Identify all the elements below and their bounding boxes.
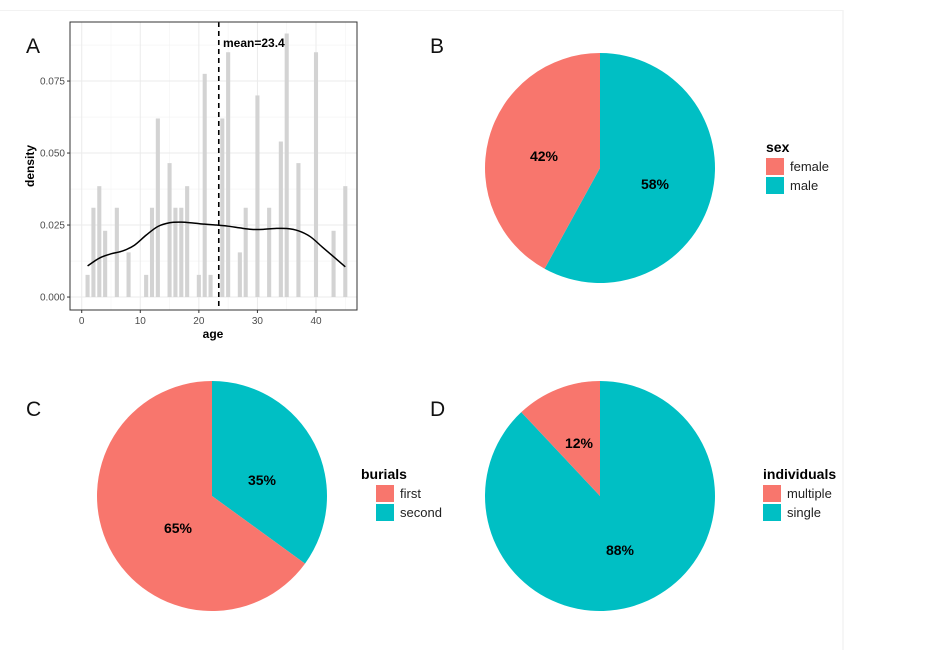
x-tick-label: 30: [252, 316, 264, 327]
y-axis-ticks: 0.000 0.025 0.050 0.075: [40, 77, 70, 304]
histogram-bar: [313, 52, 319, 298]
histogram-bar: [255, 95, 260, 298]
slice-label-multiple: 12%: [565, 435, 594, 451]
pie-slice-first: [96, 381, 306, 611]
x-tick-label: 10: [135, 316, 147, 327]
histogram-bar: [91, 207, 96, 298]
histogram-bar: [97, 186, 102, 298]
x-tick-label: 40: [310, 316, 322, 327]
y-tick-label: 0.025: [40, 221, 65, 232]
histogram-bar: [196, 274, 201, 298]
panel-letter-b: B: [430, 35, 444, 58]
legend-key-single: [763, 504, 781, 521]
histogram-bar: [208, 274, 213, 298]
plot-border: [69, 21, 358, 311]
x-axis-ticks: 0 10 20 30 40: [79, 310, 322, 327]
histogram-bar: [284, 33, 289, 298]
legend-key-second: [376, 504, 394, 521]
slice-label-female: 42%: [530, 148, 559, 164]
x-axis-title: age: [203, 327, 224, 341]
histogram-bar: [144, 274, 149, 298]
legend-key-female: [766, 158, 784, 175]
panel-d-individuals-pie: 12% 88% individuals multiple single: [484, 381, 836, 611]
y-axis-title: density: [23, 145, 37, 187]
pie-slices: [484, 381, 715, 611]
histogram-bar: [173, 207, 178, 298]
mean-label: mean=23.4: [223, 36, 285, 50]
legend-label-multiple: multiple: [787, 486, 832, 501]
histogram-bar: [226, 52, 231, 298]
panel-letter-c: C: [26, 398, 41, 421]
histogram-bar: [237, 252, 242, 298]
histogram-bar: [267, 207, 272, 298]
slice-label-single: 88%: [606, 542, 635, 558]
legend-label-first: first: [400, 486, 421, 501]
histogram-bar: [126, 252, 131, 298]
histogram-bar: [155, 118, 160, 298]
histogram-bar: [85, 274, 90, 298]
histogram-bar: [220, 118, 225, 298]
panel-a-histogram: mean=23.4 0 10 20 30 40 0.000 0.025 0.050 0.075…: [23, 21, 358, 341]
legend-label-male: male: [790, 178, 818, 193]
histogram-bar: [243, 207, 248, 298]
legend-title: sex: [766, 139, 790, 155]
legend-key-first: [376, 485, 394, 502]
histogram-bar: [149, 207, 155, 298]
panel-letter-d: D: [430, 398, 445, 421]
pie-slice-second: [212, 381, 327, 564]
legend-title: individuals: [763, 466, 836, 482]
slice-label-second: 35%: [248, 472, 277, 488]
histogram-bar: [331, 230, 336, 298]
histogram-bar: [202, 73, 207, 298]
pie-slice-male: [544, 53, 715, 283]
y-tick-label: 0.050: [40, 149, 65, 160]
histogram-bar: [179, 207, 184, 298]
legend-label-female: female: [790, 159, 829, 174]
histogram-bar: [343, 186, 348, 298]
legend-label-single: single: [787, 505, 821, 520]
density-curve: [87, 221, 346, 268]
histogram-bar: [185, 186, 190, 298]
panel-b-sex-pie: 42% 58% sex female male: [484, 53, 829, 283]
histogram-bar: [167, 163, 172, 298]
slice-label-first: 65%: [164, 520, 193, 536]
legend-label-second: second: [400, 505, 442, 520]
pie-slices: [484, 53, 715, 283]
legend-key-male: [766, 177, 784, 194]
y-tick-label: 0.075: [40, 77, 65, 88]
slice-label-male: 58%: [641, 176, 670, 192]
pie-slice-multiple: [521, 381, 600, 496]
x-tick-label: 0: [79, 316, 85, 327]
x-tick-label: 20: [193, 316, 205, 327]
legend-key-multiple: [763, 485, 781, 502]
histogram-bar: [278, 141, 283, 298]
legend-title: burials: [361, 466, 407, 482]
y-tick-label: 0.000: [40, 293, 65, 304]
pie-slice-female: [484, 53, 600, 269]
pie-slices: [96, 381, 327, 611]
panel-letter-a: A: [26, 35, 40, 58]
histogram-bar: [103, 230, 108, 298]
panel-c-burials-pie: 65% 35% burials first second: [96, 381, 442, 611]
